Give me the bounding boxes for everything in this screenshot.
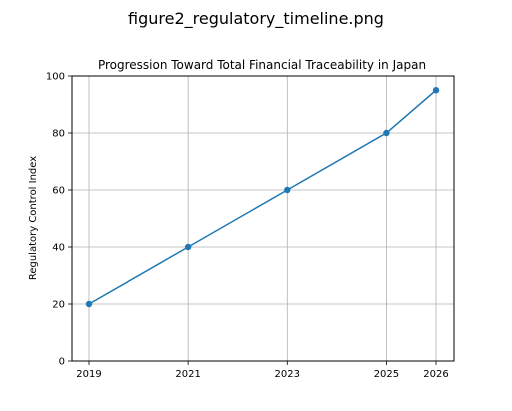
data-series <box>85 87 440 308</box>
data-point <box>284 186 291 194</box>
chart-title: Progression Toward Total Financial Trace… <box>98 58 426 72</box>
data-point <box>432 87 440 94</box>
data-point <box>85 300 93 308</box>
y-tick-label: 0 <box>59 357 65 368</box>
x-tick-label: 2019 <box>76 369 101 380</box>
data-point <box>383 129 390 137</box>
figure-title: figure2_regulatory_timeline.png <box>128 9 384 29</box>
y-tick-label: 100 <box>46 72 65 83</box>
y-tick-label: 40 <box>52 243 65 254</box>
y-tick-label: 80 <box>52 129 65 140</box>
y-axis-label: Regulatory Control Index <box>28 156 39 280</box>
x-tick-label: 2026 <box>423 369 448 380</box>
series-line <box>88 89 437 305</box>
grid-lines <box>72 75 454 362</box>
y-tick-label: 60 <box>52 186 65 197</box>
y-tick-label: 20 <box>52 300 65 311</box>
x-tick-label: 2021 <box>175 369 200 380</box>
x-tick-label: 2025 <box>374 369 399 380</box>
axis-ticks: 2019 2021 2023 2025 2026 0 20 40 60 80 100 <box>46 72 449 381</box>
plot-frame <box>71 75 455 362</box>
x-tick-label: 2023 <box>275 369 300 380</box>
data-point <box>184 243 192 251</box>
